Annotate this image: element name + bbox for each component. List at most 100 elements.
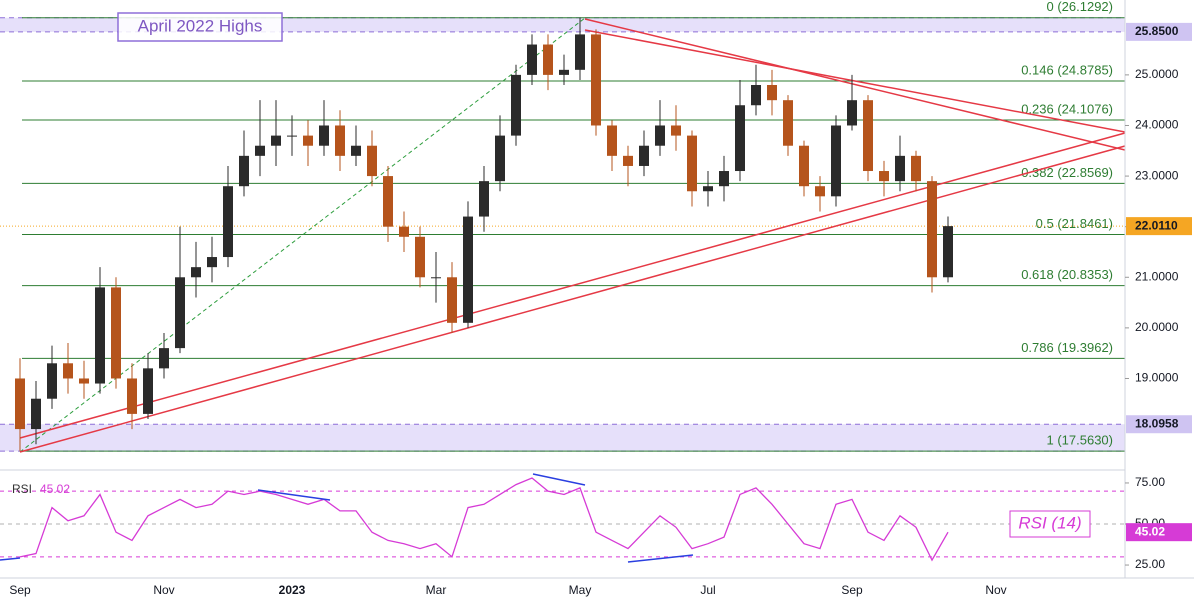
candle-body (47, 363, 57, 399)
candle-body (303, 135, 313, 146)
price-label-box (1126, 22, 1192, 41)
x-tick-label: Nov (153, 583, 174, 597)
highlight-band (0, 424, 1125, 452)
candle-body (911, 155, 921, 182)
fib-label: 0.786 (19.3962) (1021, 340, 1113, 355)
candle-body (943, 226, 953, 278)
candle-body (31, 398, 41, 430)
candle-body (847, 100, 857, 126)
annotation: April 2022 Highs (138, 16, 263, 35)
candle-body (879, 171, 889, 182)
y-tick-label: 25.00 (1135, 557, 1165, 571)
price-label: 25.8500 (1135, 24, 1179, 38)
x-tick-label: Sep (9, 583, 31, 597)
value-label: 45.02 (1135, 524, 1165, 538)
divergence-line (0, 557, 21, 561)
candle-body (831, 125, 841, 197)
y-tick-label: 24.0000 (1135, 118, 1179, 132)
candle-body (607, 125, 617, 156)
indicator-box (1009, 510, 1091, 538)
candle-body (559, 69, 569, 75)
candle-body (447, 277, 457, 323)
candle-body (463, 216, 473, 323)
candle-body (735, 105, 745, 172)
price-label-box (1126, 217, 1192, 236)
fib-label: 0 (26.1292) (1047, 0, 1114, 14)
candle-body (335, 125, 345, 156)
candle-body (639, 145, 649, 166)
candle-body (687, 135, 697, 192)
x-tick-label: Nov (985, 583, 1006, 597)
candle-body (319, 125, 329, 146)
indicator-title: RSI (14) (1018, 513, 1081, 532)
trendline (584, 18, 1126, 151)
candle-body (799, 145, 809, 187)
annotation-box (117, 12, 283, 42)
y-tick-label: 23.0000 (1135, 168, 1179, 182)
candle-body (239, 155, 249, 187)
candle-body (815, 186, 825, 197)
candle-body (271, 135, 281, 146)
candle-body (927, 181, 937, 278)
candle-body (143, 368, 153, 414)
x-tick-label: Jul (700, 583, 715, 597)
trendline (19, 145, 1126, 453)
candle-body (111, 287, 121, 379)
price-label: 22.0110 (1135, 218, 1178, 232)
candle-body (783, 100, 793, 146)
value-label-box (1126, 523, 1192, 542)
indicator-value: 45.02 (40, 482, 70, 496)
indicator-name: RSI (12, 482, 32, 496)
candle-body (15, 378, 25, 430)
fib-label: 0.382 (22.8569) (1021, 165, 1113, 180)
levels: 0 (26.1292) 0.146 (24.8785) 0.236 (24.1076… (0, 0, 1125, 452)
candle-body (95, 287, 105, 384)
fib-label: 0.146 (24.8785) (1021, 62, 1113, 77)
x-tick-label: May (569, 583, 592, 597)
candle-body (159, 348, 169, 369)
divergence-line (257, 489, 331, 501)
candle-body (719, 171, 729, 187)
candle-body (63, 363, 73, 379)
divergence-line (627, 554, 694, 563)
x-tick-label: 2023 (279, 583, 306, 597)
candle-body (207, 257, 217, 268)
candle-body (431, 277, 441, 279)
candles (15, 17, 953, 452)
candle-body (79, 378, 89, 384)
candle-body (223, 186, 233, 258)
x-tick-label: Mar (426, 583, 447, 597)
candle-body (127, 378, 137, 414)
trendline (584, 29, 1126, 133)
y-tick-label: 21.0000 (1135, 269, 1179, 283)
candle-body (479, 181, 489, 217)
fib-label: 0.236 (24.1076) (1021, 101, 1113, 116)
y-tick-label: 75.00 (1135, 475, 1165, 489)
candle-body (863, 100, 873, 172)
divergence-line (532, 473, 586, 486)
fib-label: 0.5 (21.8461) (1036, 216, 1113, 231)
price-axis (1125, 0, 1194, 606)
candle-body (703, 186, 713, 192)
candle-body (191, 267, 201, 278)
fib-label: 0.618 (20.8353) (1021, 267, 1113, 282)
candle-body (255, 145, 265, 156)
candle-body (895, 155, 905, 182)
y-tick-label: 25.0000 (1135, 67, 1179, 81)
candle-body (767, 85, 777, 101)
candle-body (495, 135, 505, 182)
x-tick-label: Sep (841, 583, 863, 597)
price-label: 18.0958 (1135, 416, 1179, 430)
candle-body (751, 85, 761, 106)
price-label-box (1126, 415, 1192, 434)
candle-body (543, 44, 553, 75)
candle-body (527, 44, 537, 75)
candle-body (367, 145, 377, 177)
candle-body (415, 236, 425, 278)
rsi-pane: RSI 45.02 RSI (14) (0, 473, 1125, 563)
y-tick-label: 19.0000 (1135, 371, 1179, 385)
candle-body (623, 155, 633, 166)
candle-body (511, 74, 521, 136)
candle-body (591, 34, 601, 126)
